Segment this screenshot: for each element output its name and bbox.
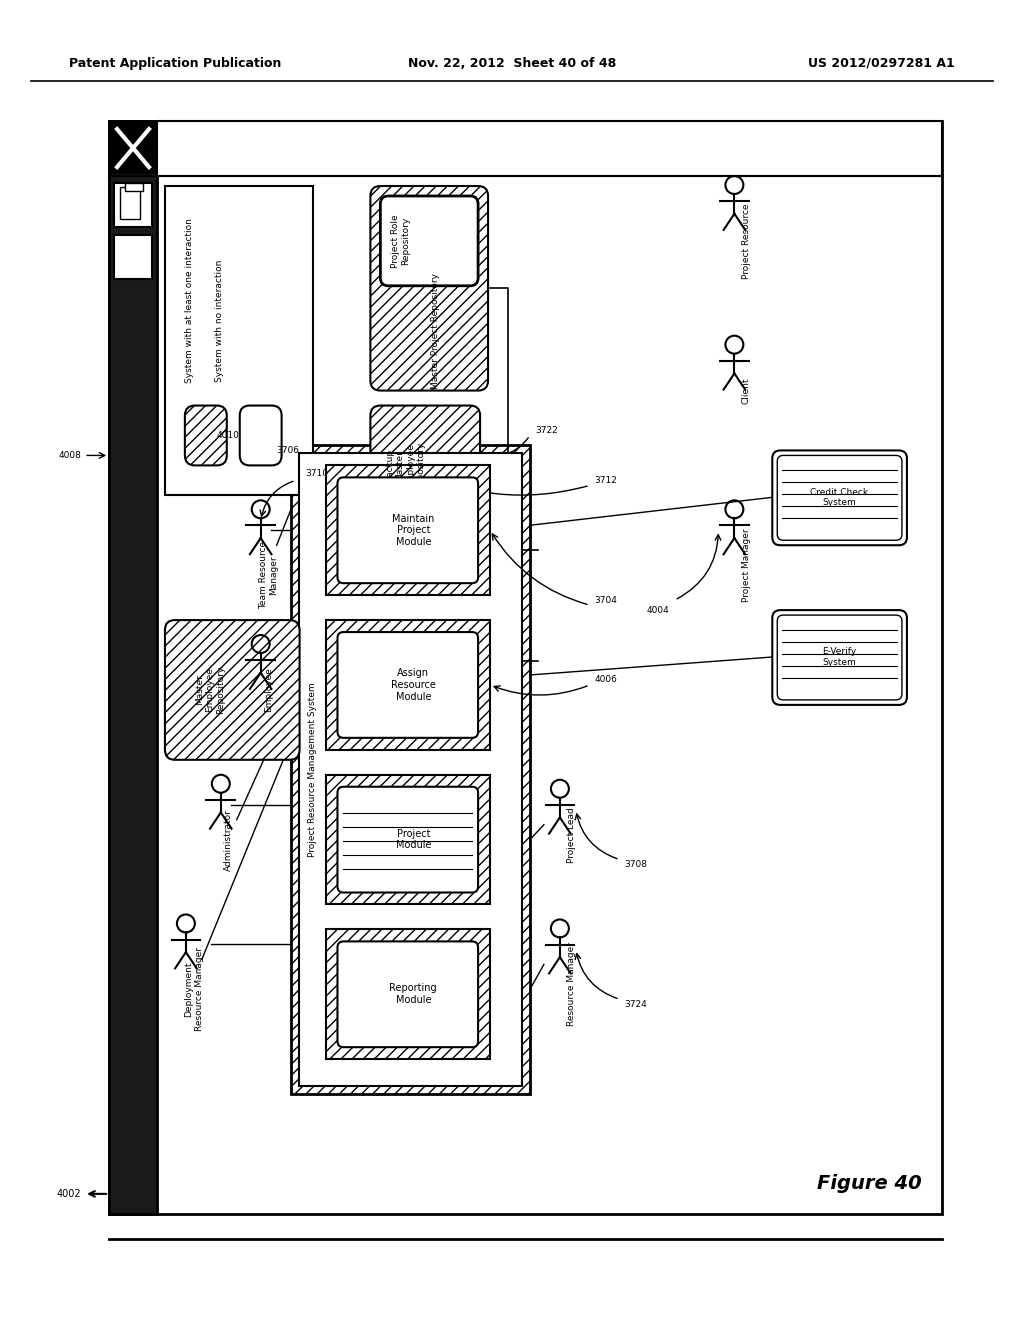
FancyBboxPatch shape [371,186,488,391]
Bar [157,121,942,176]
Text: Project
Module: Project Module [395,829,431,850]
Bar [110,121,157,1214]
Bar [111,123,155,173]
FancyBboxPatch shape [772,610,907,705]
Text: 3724: 3724 [625,999,647,1008]
Text: Project Lead: Project Lead [567,807,577,862]
Text: 3722: 3722 [535,426,558,436]
Text: Figure 40: Figure 40 [817,1175,922,1193]
Bar [326,620,490,750]
Text: Resource Manager: Resource Manager [567,942,577,1027]
Text: 4002: 4002 [56,1189,81,1199]
FancyBboxPatch shape [777,615,902,700]
Text: 4004: 4004 [647,606,670,615]
Text: 3710: 3710 [305,469,329,478]
Bar [291,445,530,1094]
Text: Administrator: Administrator [224,809,233,871]
Text: Reporting
Module: Reporting Module [389,983,437,1005]
Text: 3712: 3712 [595,477,617,484]
Bar [326,775,490,904]
Text: 3708: 3708 [625,861,648,869]
FancyBboxPatch shape [165,620,300,760]
Text: US 2012/0297281 A1: US 2012/0297281 A1 [808,57,954,70]
Bar [110,121,942,1214]
Text: System with no interaction: System with no interaction [215,260,224,381]
FancyBboxPatch shape [338,787,478,892]
Text: E-Verify
System: E-Verify System [822,647,856,667]
Text: 3706: 3706 [276,446,300,455]
FancyBboxPatch shape [371,405,480,525]
FancyBboxPatch shape [338,941,478,1047]
FancyBboxPatch shape [240,405,282,466]
FancyBboxPatch shape [777,455,902,540]
Bar [114,235,152,279]
Text: Backup
Master
Employee
Repository: Backup Master Employee Repository [385,441,425,490]
Text: Project Manager: Project Manager [741,528,751,602]
Bar [326,929,490,1059]
Bar [299,454,522,1086]
Bar [326,466,490,595]
Text: Credit Check
System: Credit Check System [810,487,868,507]
Text: Patent Application Publication: Patent Application Publication [70,57,282,70]
Text: Project Resource Management System: Project Resource Management System [308,682,317,857]
Bar [114,183,152,227]
Text: 4008: 4008 [58,451,81,459]
Text: Assign
Resource
Module: Assign Resource Module [391,668,435,701]
Text: System with at least one interaction: System with at least one interaction [185,218,195,383]
Text: Master Project Repository: Master Project Repository [431,273,439,388]
Text: Master
Employee
Repository: Master Employee Repository [195,665,224,714]
Bar [125,183,143,191]
FancyBboxPatch shape [772,450,907,545]
Text: Maintain
Project
Module: Maintain Project Module [392,513,434,546]
Text: 4006: 4006 [595,676,617,685]
FancyBboxPatch shape [185,405,226,466]
Text: Team Resource
Manager: Team Resource Manager [259,541,279,610]
Text: 3704: 3704 [595,595,617,605]
Bar [165,186,312,495]
Bar [120,187,140,219]
Text: Project Role
Repository: Project Role Repository [390,214,410,268]
Text: 4010: 4010 [217,430,240,440]
FancyBboxPatch shape [380,195,478,286]
FancyBboxPatch shape [338,478,478,583]
FancyBboxPatch shape [338,632,478,738]
Text: Client: Client [741,378,751,404]
Text: Project Resource: Project Resource [741,203,751,279]
Text: Employee: Employee [264,668,273,713]
Text: Nov. 22, 2012  Sheet 40 of 48: Nov. 22, 2012 Sheet 40 of 48 [408,57,616,70]
Text: Deployment
Resource Manager: Deployment Resource Manager [184,948,204,1031]
